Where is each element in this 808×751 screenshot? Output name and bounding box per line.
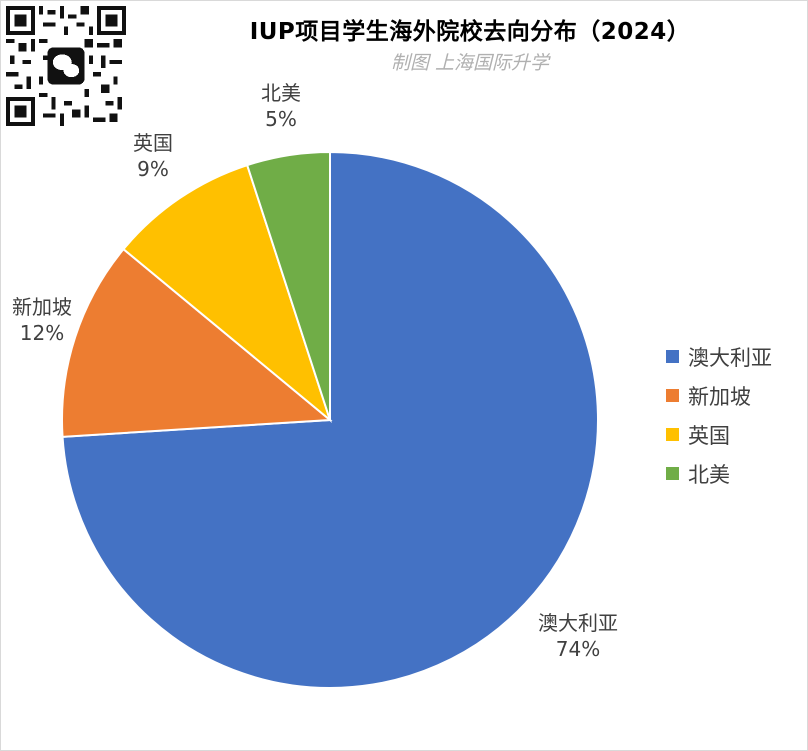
legend-item: 澳大利亚 — [666, 337, 772, 376]
legend-label: 北美 — [688, 462, 730, 487]
legend-label: 澳大利亚 — [688, 345, 772, 370]
slice-data-label: 北美 5% — [221, 80, 341, 132]
chart-title: IUP项目学生海外院校去向分布（2024） — [249, 19, 691, 45]
slice-data-label: 澳大利亚 74% — [518, 610, 638, 662]
legend-item: 新加坡 — [666, 376, 772, 415]
slice-data-label: 新加坡 12% — [0, 294, 102, 346]
legend-label: 英国 — [688, 423, 730, 448]
slice-label-category: 英国 — [133, 131, 173, 155]
legend-item: 英国 — [666, 415, 772, 454]
wechat-qr-code-icon — [6, 6, 126, 126]
slice-label-category: 北美 — [261, 81, 301, 105]
slice-label-percent: 9% — [137, 157, 169, 181]
slice-label-category: 澳大利亚 — [538, 611, 618, 635]
slice-label-percent: 5% — [265, 107, 297, 131]
pie-slice — [122, 163, 333, 423]
slice-label-category: 新加坡 — [12, 295, 72, 319]
pie-slice — [245, 150, 331, 421]
pie-slice — [61, 247, 333, 438]
chart-legend: 澳大利亚新加坡英国北美 — [666, 337, 772, 493]
chart-subtitle: 制图 上海国际升学 — [390, 52, 550, 74]
legend-label: 新加坡 — [688, 384, 751, 409]
legend-swatch — [666, 428, 679, 441]
legend-item: 北美 — [666, 454, 772, 493]
slice-label-percent: 74% — [555, 637, 601, 661]
legend-swatch — [666, 350, 679, 363]
slice-data-label: 英国 9% — [93, 130, 213, 182]
slice-label-percent: 12% — [19, 321, 65, 345]
legend-swatch — [666, 467, 679, 480]
legend-swatch — [666, 389, 679, 402]
